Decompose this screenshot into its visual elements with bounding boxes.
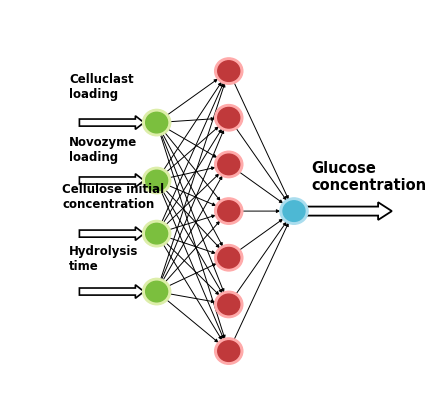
Circle shape: [215, 291, 243, 318]
Circle shape: [218, 107, 240, 128]
Circle shape: [218, 201, 240, 222]
Circle shape: [218, 61, 240, 82]
Circle shape: [143, 167, 171, 194]
Circle shape: [146, 223, 167, 244]
Text: Celluclast
loading: Celluclast loading: [69, 73, 134, 101]
Circle shape: [215, 198, 243, 224]
Circle shape: [280, 198, 308, 224]
FancyArrow shape: [79, 116, 144, 129]
Circle shape: [143, 220, 171, 247]
FancyArrow shape: [79, 285, 144, 298]
Circle shape: [146, 112, 167, 133]
Text: Glucose
concentration: Glucose concentration: [311, 161, 426, 194]
Text: Hydrolysis
time: Hydrolysis time: [69, 245, 139, 273]
Text: Cellulose initial
concentration: Cellulose initial concentration: [62, 183, 164, 211]
Circle shape: [215, 58, 243, 84]
Circle shape: [218, 154, 240, 175]
Circle shape: [218, 341, 240, 362]
Circle shape: [143, 110, 171, 136]
Circle shape: [146, 281, 167, 302]
Circle shape: [215, 104, 243, 131]
Text: Novozyme
loading: Novozyme loading: [69, 136, 137, 164]
Circle shape: [215, 245, 243, 271]
Circle shape: [218, 247, 240, 268]
Circle shape: [215, 151, 243, 178]
Circle shape: [146, 170, 167, 191]
Circle shape: [215, 338, 243, 364]
FancyArrow shape: [79, 174, 144, 187]
Circle shape: [218, 294, 240, 315]
Circle shape: [143, 278, 171, 305]
FancyArrow shape: [79, 227, 144, 240]
Circle shape: [283, 201, 305, 222]
FancyArrow shape: [307, 202, 392, 220]
